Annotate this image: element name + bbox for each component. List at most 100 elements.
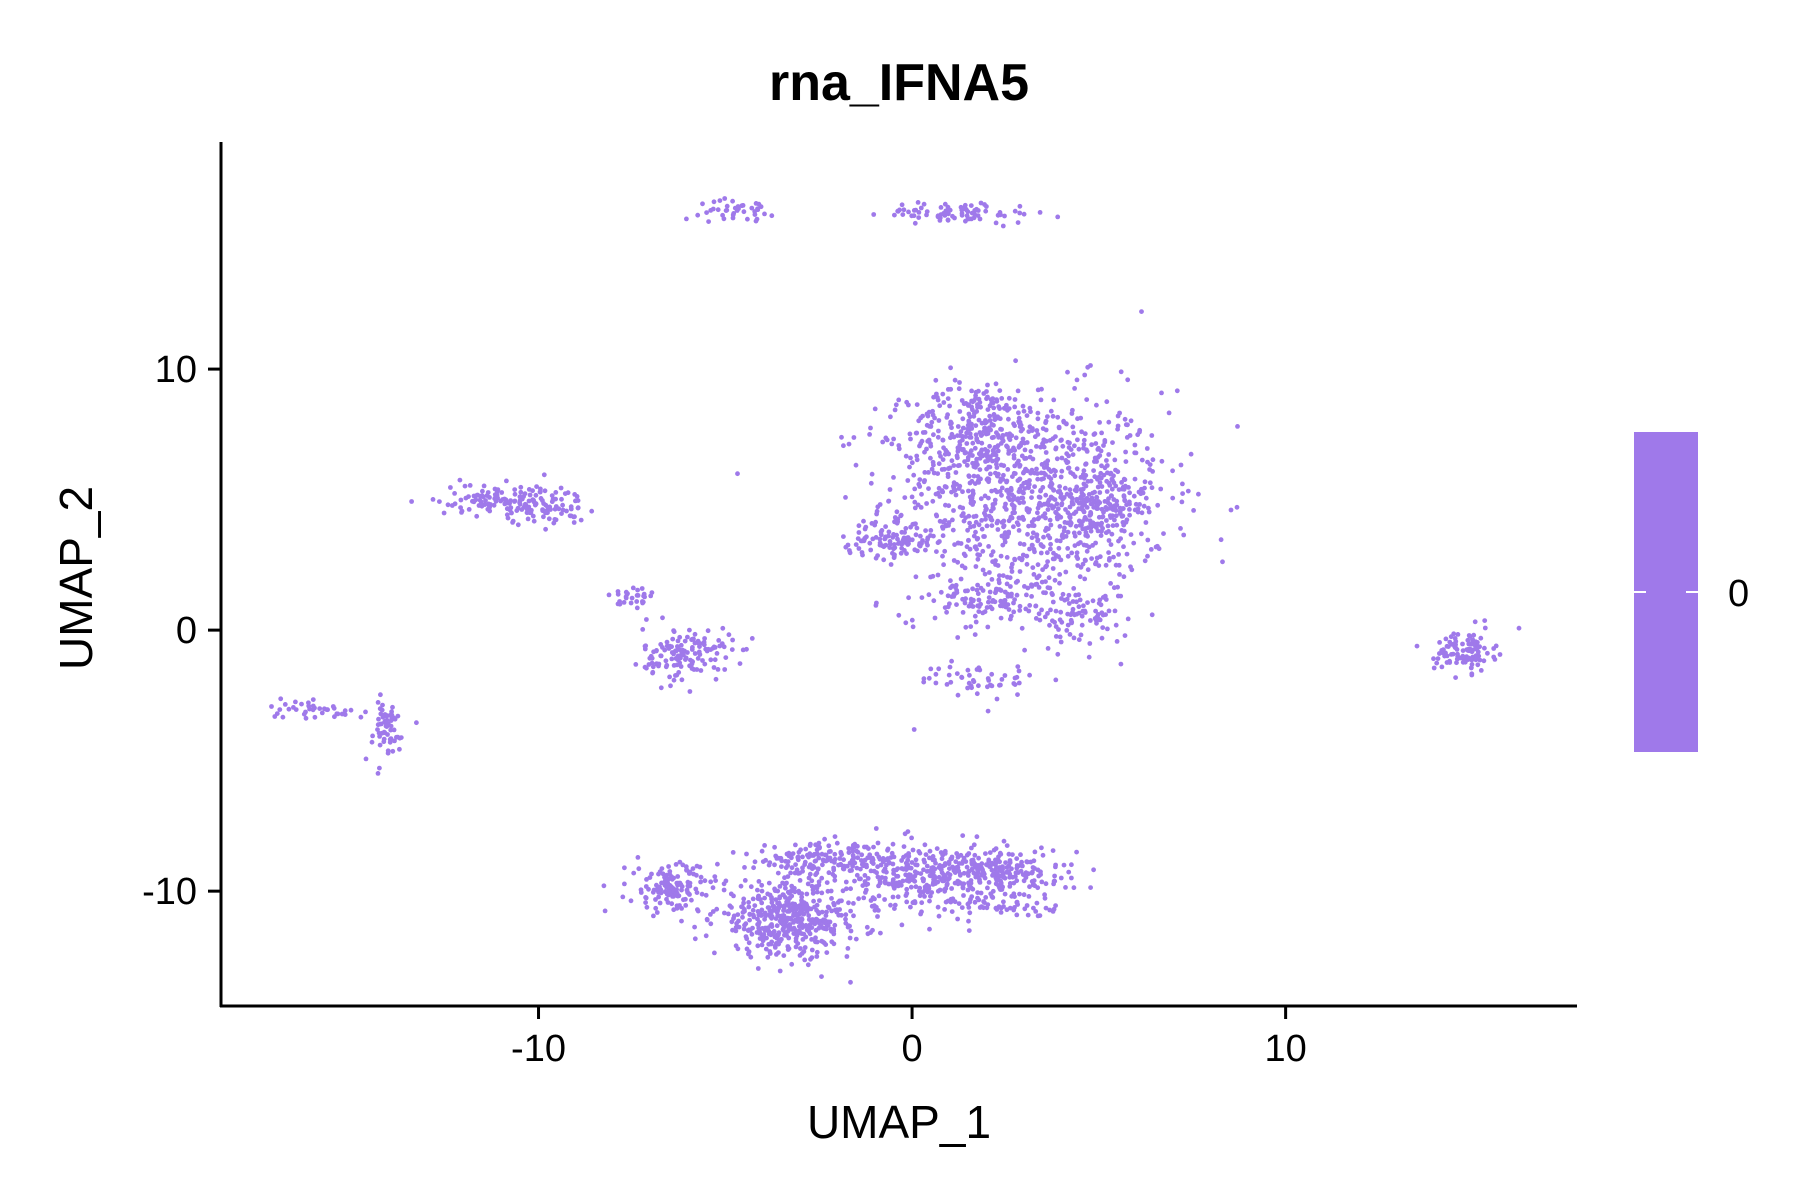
data-point bbox=[1086, 492, 1092, 497]
data-point bbox=[997, 388, 1003, 393]
data-point bbox=[752, 903, 758, 908]
data-point bbox=[708, 879, 714, 885]
data-point bbox=[706, 219, 711, 225]
data-point bbox=[1052, 473, 1058, 479]
data-point bbox=[679, 918, 684, 924]
data-point bbox=[978, 601, 983, 607]
data-point bbox=[1039, 845, 1044, 851]
data-point bbox=[963, 434, 969, 439]
data-point bbox=[772, 886, 777, 892]
data-point bbox=[721, 644, 727, 650]
data-point bbox=[1475, 662, 1481, 668]
data-point bbox=[824, 880, 830, 885]
data-point bbox=[695, 908, 701, 914]
data-point bbox=[633, 662, 639, 667]
data-point bbox=[1057, 484, 1062, 489]
data-point bbox=[971, 533, 977, 539]
data-point bbox=[1102, 439, 1108, 445]
data-point bbox=[504, 506, 510, 512]
data-point bbox=[1470, 637, 1476, 643]
data-point bbox=[917, 484, 923, 489]
data-point bbox=[278, 696, 284, 702]
data-point bbox=[938, 205, 944, 210]
data-point bbox=[763, 857, 768, 863]
data-point bbox=[1011, 609, 1017, 615]
data-point bbox=[937, 218, 943, 223]
data-point bbox=[342, 708, 348, 714]
data-point bbox=[826, 843, 832, 849]
data-point bbox=[938, 589, 944, 595]
data-point bbox=[988, 515, 994, 521]
data-point bbox=[998, 905, 1004, 911]
data-point bbox=[1084, 496, 1090, 501]
data-point bbox=[1088, 528, 1094, 534]
data-point bbox=[970, 407, 975, 413]
data-point bbox=[1006, 406, 1012, 411]
data-point bbox=[1007, 884, 1013, 889]
data-point bbox=[1166, 410, 1172, 416]
data-point bbox=[826, 849, 832, 855]
data-point bbox=[708, 921, 714, 927]
data-point bbox=[960, 610, 966, 615]
data-point bbox=[1057, 524, 1063, 529]
data-point bbox=[912, 220, 918, 226]
data-point bbox=[940, 852, 946, 858]
data-point bbox=[895, 536, 900, 542]
data-point bbox=[926, 486, 931, 491]
data-point bbox=[1127, 490, 1132, 496]
data-point bbox=[934, 391, 939, 397]
data-point bbox=[883, 524, 888, 529]
data-point bbox=[928, 893, 933, 899]
data-point bbox=[1048, 408, 1054, 414]
data-point bbox=[1050, 848, 1056, 853]
data-point bbox=[1017, 608, 1023, 613]
data-point bbox=[930, 573, 936, 579]
data-point bbox=[629, 595, 635, 601]
x-tick-label: -10 bbox=[511, 1028, 566, 1070]
data-point bbox=[445, 502, 451, 508]
data-point bbox=[967, 910, 973, 916]
data-point bbox=[849, 868, 854, 873]
data-point bbox=[932, 615, 938, 621]
data-point bbox=[911, 899, 916, 905]
data-point bbox=[755, 943, 761, 949]
data-point bbox=[950, 527, 956, 533]
data-point bbox=[1092, 431, 1098, 437]
data-point bbox=[797, 928, 802, 934]
data-point bbox=[977, 400, 983, 405]
data-point bbox=[1035, 562, 1041, 568]
data-point bbox=[987, 589, 993, 595]
data-point bbox=[957, 433, 963, 438]
data-point bbox=[876, 883, 881, 889]
data-point bbox=[872, 896, 877, 902]
data-point bbox=[1027, 424, 1033, 430]
data-point bbox=[1095, 612, 1101, 617]
data-point bbox=[891, 475, 896, 480]
data-point bbox=[969, 388, 974, 394]
data-point bbox=[800, 937, 806, 942]
data-point bbox=[269, 704, 274, 709]
data-point bbox=[997, 859, 1002, 865]
data-point bbox=[1082, 431, 1088, 437]
data-point bbox=[996, 580, 1002, 586]
data-point bbox=[856, 546, 862, 551]
data-point bbox=[860, 552, 865, 558]
data-point bbox=[831, 865, 836, 871]
data-point bbox=[1043, 564, 1048, 570]
data-point bbox=[793, 944, 799, 950]
data-point bbox=[975, 591, 981, 597]
data-point bbox=[948, 679, 954, 685]
data-point bbox=[994, 587, 1000, 592]
data-point bbox=[518, 484, 524, 490]
data-point bbox=[920, 413, 925, 419]
data-point bbox=[1002, 531, 1008, 537]
data-point bbox=[914, 457, 920, 463]
data-point bbox=[1074, 550, 1080, 556]
data-point bbox=[887, 541, 893, 547]
data-point bbox=[733, 928, 739, 934]
data-point bbox=[1016, 515, 1022, 521]
data-point bbox=[1033, 603, 1039, 609]
data-point bbox=[985, 582, 991, 587]
data-point bbox=[684, 887, 690, 893]
data-point bbox=[643, 895, 649, 901]
